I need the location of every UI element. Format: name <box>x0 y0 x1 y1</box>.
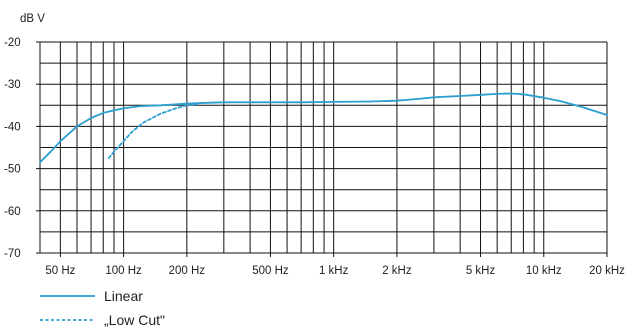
x-tick-label: 500 Hz <box>252 265 289 277</box>
legend-label: Linear <box>104 288 143 304</box>
y-tick-labels: -20 -30 -40 -50 -60 -70 <box>4 37 21 260</box>
y-tick-label: -70 <box>4 248 21 260</box>
x-tick-label: 5 kHz <box>466 265 496 277</box>
x-tick-label: 200 Hz <box>169 265 206 277</box>
y-axis-unit: dB V <box>20 13 45 25</box>
x-tick-label: 10 kHz <box>526 265 562 277</box>
x-tick-labels: 50 Hz 100 Hz 200 Hz 500 Hz 1 kHz 2 kHz 5 kHz 10… <box>45 265 625 277</box>
y-tick-label: -30 <box>4 79 21 91</box>
x-tick-label: 20 kHz <box>589 265 625 277</box>
x-tick-label: 1 kHz <box>319 265 349 277</box>
y-tick-label: -60 <box>4 206 21 218</box>
x-tick-label: 2 kHz <box>382 265 412 277</box>
grid <box>36 41 608 257</box>
x-tick-label: 50 Hz <box>45 265 75 277</box>
y-tick-label: -40 <box>4 121 21 133</box>
series-line-low-cut <box>107 103 201 159</box>
series-line-linear <box>39 92 608 164</box>
legend-label: „Low Cut" <box>104 312 165 328</box>
x-tick-label: 100 Hz <box>105 265 142 277</box>
legend: Linear „Low Cut" <box>40 288 165 328</box>
series-lines <box>39 92 608 164</box>
y-tick-label: -20 <box>4 37 21 49</box>
y-tick-label: -50 <box>4 164 21 176</box>
